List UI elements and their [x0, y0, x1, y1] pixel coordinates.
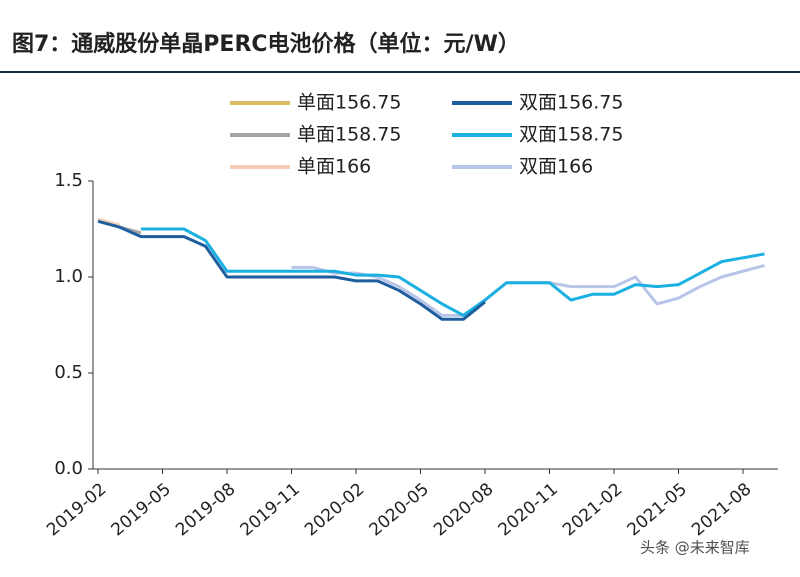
series-line: [97, 219, 486, 321]
x-tick-label: 2020-11: [495, 479, 562, 540]
x-tick-label: 2020-02: [301, 479, 368, 540]
x-tick-label: 2021-02: [559, 479, 626, 540]
y-tick-label: 0.5: [54, 362, 83, 383]
x-tick-label: 2019-02: [43, 479, 110, 540]
y-tick-label: 1.0: [54, 266, 83, 287]
x-tick-label: 2019-11: [237, 479, 304, 540]
x-tick-label: 2021-08: [688, 479, 755, 540]
legend-label: 单面158.75: [297, 124, 401, 146]
watermark: 头条 @未来智库: [640, 539, 750, 557]
x-tick-label: 2020-08: [430, 479, 497, 540]
legend-label: 双面158.75: [519, 124, 623, 146]
x-tick-label: 2020-05: [366, 479, 433, 540]
legend-label: 单面156.75: [297, 92, 401, 114]
legend-label: 双面166: [519, 156, 593, 178]
series-line: [141, 227, 765, 317]
x-tick-label: 2019-05: [108, 479, 175, 540]
series-line: [291, 264, 765, 317]
y-tick-label: 1.5: [54, 170, 83, 191]
legend-label: 单面166: [297, 156, 371, 178]
legend-label: 双面156.75: [519, 92, 623, 114]
series-line: [97, 217, 120, 227]
y-tick-label: 0.0: [54, 458, 83, 479]
x-tick-label: 2019-08: [172, 479, 239, 540]
chart-title: 图7：通威股份单晶PERC电池价格（单位：元/W）: [12, 31, 520, 57]
x-tick-label: 2021-05: [624, 479, 691, 540]
